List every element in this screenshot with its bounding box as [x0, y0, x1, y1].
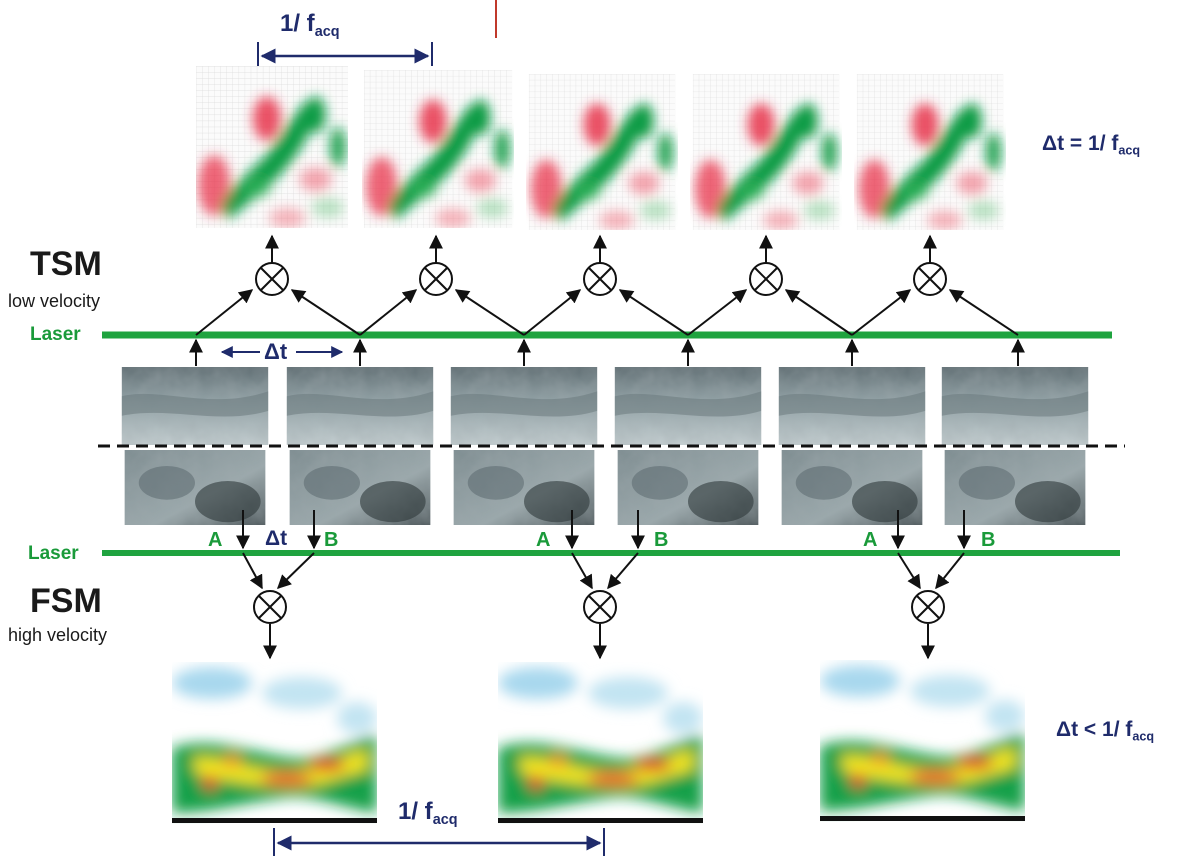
- camera-top-4: [615, 367, 761, 445]
- camera-bottom-1: [125, 450, 266, 525]
- label-a-3: A: [863, 529, 878, 551]
- tsm-field-4: [693, 74, 839, 230]
- tsm-left-arrow: [195, 289, 254, 336]
- fsm-field-1: [172, 663, 377, 823]
- label-b-1: B: [324, 529, 339, 551]
- fsm-right-arrow: [276, 552, 315, 589]
- fsm-subtitle: high velocity: [8, 625, 108, 645]
- tsm-right-arrow: [290, 289, 361, 336]
- tsm-arrows: [189, 234, 1025, 366]
- label-b-3: B: [981, 529, 996, 551]
- tsm-left-arrow: [359, 289, 418, 336]
- camera-top-3: [451, 367, 597, 445]
- tsm-multiply-icon: [749, 262, 783, 296]
- tsm-right-arrow: [784, 289, 853, 336]
- camera-top-1: [122, 367, 268, 445]
- tsm-subtitle: low velocity: [8, 291, 101, 311]
- tsm-right-arrow: [454, 289, 525, 336]
- tsm-field-2: [364, 70, 512, 228]
- fsm-multiply-icon: [911, 590, 945, 624]
- dt-label-bg: [260, 340, 296, 364]
- tsm-multiply-icon: [255, 262, 289, 296]
- tsm-right-arrow: [948, 289, 1019, 336]
- tsm-multiply-icon: [583, 262, 617, 296]
- tsm-vector-fields: [196, 66, 1003, 230]
- fsm-left-arrow: [571, 552, 593, 590]
- fsm-field-3: [820, 661, 1025, 821]
- fsm-multiply-icon: [253, 590, 287, 624]
- tsm-left-arrow: [851, 289, 912, 336]
- dt-fsm-label: Δt: [265, 527, 288, 550]
- fsm-right-arrow: [607, 552, 639, 590]
- camera-bottom-2: [290, 450, 431, 525]
- bottom-period-label: 1/ facq: [398, 798, 458, 829]
- tsm-title: TSM: [30, 245, 102, 283]
- fsm-right-arrow: [935, 552, 965, 590]
- fsm-field-2: [498, 663, 703, 823]
- camera-bottom-6: [945, 450, 1086, 525]
- laser-label-fsm: Laser: [28, 543, 79, 564]
- camera-top-5: [779, 367, 925, 445]
- tsm-right-arrow: [618, 289, 689, 336]
- camera-bottom-3: [454, 450, 595, 525]
- fsm-multiply-icon: [583, 590, 617, 624]
- tsm-left-arrow: [687, 289, 748, 336]
- dt-label: Δt: [264, 339, 288, 364]
- fsm-left-arrow: [242, 552, 263, 590]
- fsm-equation: Δt < 1/ facq: [1056, 718, 1155, 744]
- laser-label-tsm: Laser: [30, 324, 81, 345]
- tsm-field-5: [857, 74, 1003, 230]
- tsm-field-3: [529, 74, 675, 230]
- label-a-1: A: [208, 529, 223, 551]
- fsm-arrows: [236, 510, 971, 660]
- tsm-field-1: [196, 66, 348, 228]
- fsm-scalar-fields: [172, 661, 1025, 823]
- tsm-equation: Δt = 1/ facq: [1042, 132, 1141, 158]
- fsm-title: FSM: [30, 582, 102, 620]
- label-b-2: B: [654, 529, 669, 551]
- camera-top-6: [942, 367, 1088, 445]
- tsm-left-arrow: [523, 289, 582, 336]
- fsm-left-arrow: [897, 552, 921, 590]
- top-period-label: 1/ facq: [280, 10, 340, 41]
- tsm-multiply-icon: [913, 262, 947, 296]
- tsm-multiply-icon: [419, 262, 453, 296]
- camera-top-2: [287, 367, 433, 445]
- top-period-dimension: [257, 42, 433, 66]
- camera-bottom-5: [782, 450, 923, 525]
- label-a-2: A: [536, 529, 551, 551]
- bottom-period-dimension: [273, 828, 605, 856]
